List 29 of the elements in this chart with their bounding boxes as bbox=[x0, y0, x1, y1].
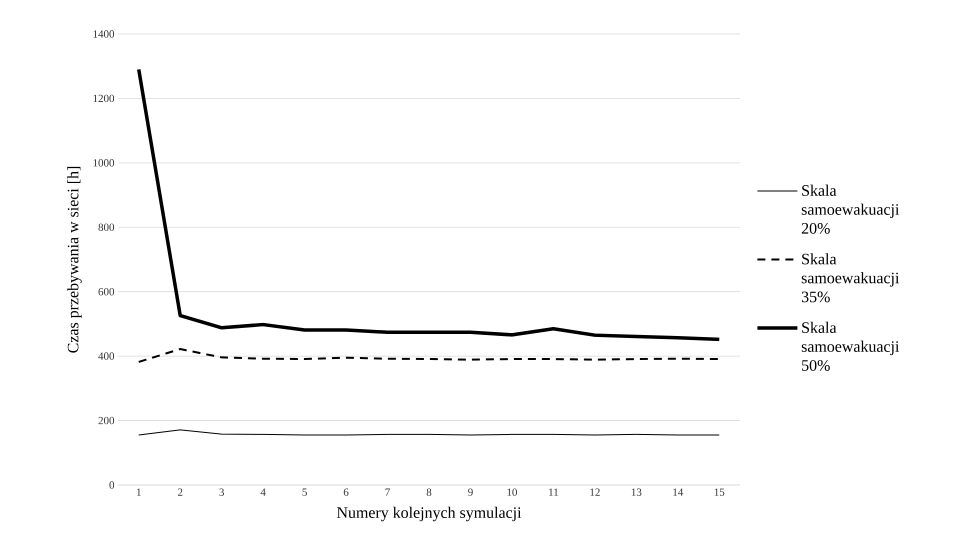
x-tick-label: 11 bbox=[549, 488, 558, 496]
x-tick-label: 2 bbox=[178, 488, 182, 496]
x-tick-label: 1 bbox=[136, 488, 141, 496]
legend-label: Skala samoewakuacji 50% bbox=[802, 322, 900, 371]
x-tick-label: 6 bbox=[344, 488, 348, 496]
y-tick-label: 400 bbox=[98, 352, 114, 360]
x-tick-label: 8 bbox=[426, 488, 432, 496]
x-tick-label: 13 bbox=[632, 488, 642, 496]
x-tick-label: 3 bbox=[219, 488, 224, 496]
x-tick-label: 4 bbox=[260, 488, 266, 496]
x-tick-label: 5 bbox=[302, 488, 307, 496]
y-tick-label: 600 bbox=[98, 288, 114, 296]
x-tick-label: 9 bbox=[468, 488, 473, 496]
y-axis-title: Czas przebywania w sieci [h] bbox=[67, 166, 82, 353]
legend-label: Skala samoewakuacji 20% bbox=[802, 184, 900, 234]
y-tick-label: 1000 bbox=[94, 159, 114, 167]
x-tick-label: 12 bbox=[590, 488, 600, 496]
y-tick-label: 800 bbox=[98, 224, 114, 231]
x-tick-label: 10 bbox=[507, 488, 518, 496]
x-tick-label: 7 bbox=[386, 488, 390, 496]
y-tick-label: 0 bbox=[109, 481, 114, 489]
y-tick-label: 1400 bbox=[94, 30, 114, 38]
x-tick-label: 14 bbox=[673, 488, 684, 496]
y-tick-label: 200 bbox=[98, 416, 114, 424]
x-tick-label: 15 bbox=[714, 488, 724, 496]
line-series bbox=[138, 348, 720, 363]
legend-label: Skala samoewakuacji 35% bbox=[802, 253, 900, 302]
x-axis-title: Numery kolejnych symulacji bbox=[336, 506, 522, 522]
y-tick-label: 1200 bbox=[94, 94, 114, 102]
